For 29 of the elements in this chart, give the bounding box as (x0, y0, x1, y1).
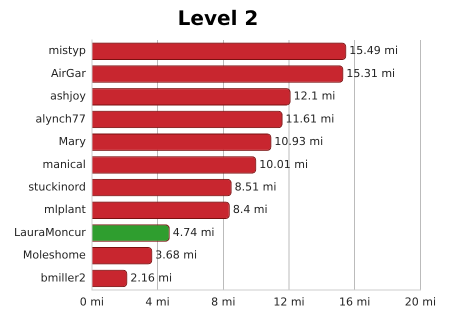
x-tick-label: 16 mi (339, 295, 370, 308)
data-label: 10.01 mi (259, 158, 308, 171)
x-tick-label: 20 mi (404, 295, 436, 308)
data-label: 4.74 mi (172, 226, 214, 239)
y-tick-label: Mary (58, 135, 86, 148)
data-label: 11.61 mi (286, 112, 334, 126)
data-label: 8.4 mi (232, 203, 268, 216)
y-tick-label: mlplant (44, 203, 87, 216)
data-label: 10.93 mi (274, 135, 324, 148)
data-label: 12.1 mi (294, 90, 336, 103)
x-tick-label: 8 mi (211, 295, 236, 308)
data-label: 15.49 mi (349, 44, 398, 58)
x-tick-label: 12 mi (273, 295, 305, 308)
y-tick-label: ashjoy (50, 90, 86, 103)
y-tick-label: LauraMoncur (14, 226, 86, 239)
data-label: 8.51 mi (234, 180, 276, 194)
data-label: 3.68 mi (155, 248, 198, 262)
y-tick-label: alynch77 (36, 112, 86, 126)
x-tick-label: 0 mi (80, 295, 104, 308)
data-label: 2.16 mi (130, 271, 172, 284)
y-tick-label: mistyp (48, 44, 86, 58)
y-tick-label: manical (42, 158, 86, 171)
y-tick-label: AirGar (50, 66, 86, 80)
data-label: 15.31 mi (346, 66, 396, 80)
y-tick-label: stuckinord (28, 180, 86, 194)
y-tick-label: Moleshome (22, 248, 86, 262)
x-tick-label: 4 mi (145, 295, 170, 308)
y-tick-label: bmiller2 (40, 271, 86, 284)
chart-title: Level 2 (178, 6, 258, 30)
